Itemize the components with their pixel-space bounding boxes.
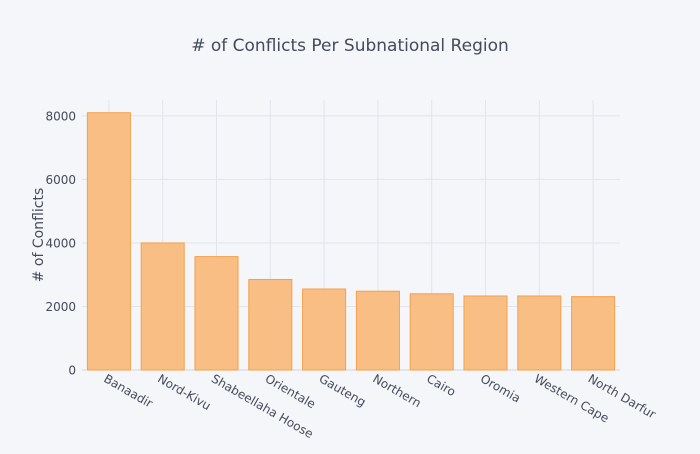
bar[interactable] — [86, 112, 131, 371]
bar[interactable] — [463, 295, 508, 371]
y-tick-label: 0 — [68, 364, 76, 378]
chart-title: # of Conflicts Per Subnational Region — [191, 36, 509, 56]
x-tick-label: Nord-Kivu — [155, 371, 213, 413]
bars — [86, 112, 616, 371]
y-axis-title: # of Conflicts — [31, 188, 47, 283]
x-tick-label: Cairo — [424, 371, 458, 399]
y-tick-label: 8000 — [45, 109, 76, 123]
bar[interactable] — [571, 296, 616, 371]
x-tick-label: Banaadir — [101, 371, 155, 410]
x-tick-label: Shabeellaha Hoose — [209, 371, 316, 441]
bar[interactable] — [355, 290, 400, 371]
bar[interactable] — [140, 242, 185, 371]
y-axis-ticks: 0 2000 4000 6000 8000 — [45, 109, 76, 377]
y-tick-label: 2000 — [45, 300, 76, 314]
bar[interactable] — [517, 295, 562, 371]
bar[interactable] — [302, 288, 347, 371]
x-tick-label: Northern — [370, 371, 423, 410]
x-tick-label: Gauteng — [317, 371, 369, 409]
bar[interactable] — [248, 278, 293, 371]
bar[interactable] — [409, 293, 454, 371]
y-tick-label: 4000 — [45, 236, 76, 250]
y-tick-label: 6000 — [45, 173, 76, 187]
x-tick-label: Oromia — [478, 371, 523, 405]
bar[interactable] — [194, 256, 239, 371]
